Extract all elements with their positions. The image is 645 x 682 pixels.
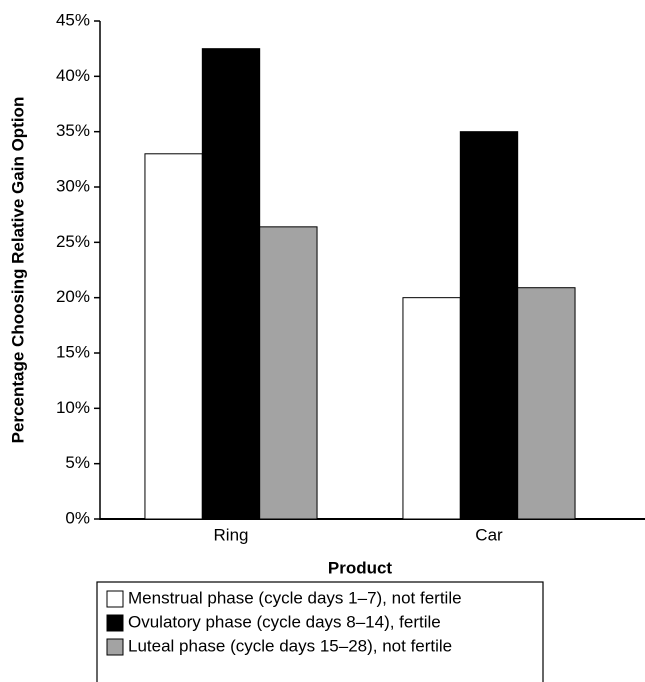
x-axis-label: Product [328, 558, 393, 577]
bar [402, 297, 461, 520]
y-tick-label: 30% [56, 176, 90, 195]
y-axis-label: Percentage Choosing Relative Gain Option [8, 97, 27, 444]
x-tick-label: Ring [214, 525, 249, 544]
bar [144, 153, 203, 520]
bar [201, 48, 261, 520]
y-tick-label: 35% [56, 121, 90, 140]
legend-box [96, 581, 544, 682]
y-tick-label: 20% [56, 287, 90, 306]
bar [517, 287, 576, 520]
y-tick-label: 25% [56, 232, 90, 251]
legend-label: Ovulatory phase (cycle days 8–14), ferti… [128, 612, 441, 631]
bar [259, 226, 318, 520]
y-tick-label: 10% [56, 398, 90, 417]
legend-swatch [106, 590, 124, 608]
y-tick-label: 5% [65, 453, 90, 472]
y-tick-label: 40% [56, 66, 90, 85]
x-tick-label: Car [475, 525, 503, 544]
y-tick-label: 45% [56, 10, 90, 29]
y-tick-label: 0% [65, 508, 90, 527]
legend-swatch [106, 638, 124, 656]
y-tick-label: 15% [56, 342, 90, 361]
legend-label: Luteal phase (cycle days 15–28), not fer… [128, 636, 452, 655]
bar [459, 131, 519, 520]
legend-swatch [106, 614, 124, 632]
legend-label: Menstrual phase (cycle days 1–7), not fe… [128, 588, 462, 607]
